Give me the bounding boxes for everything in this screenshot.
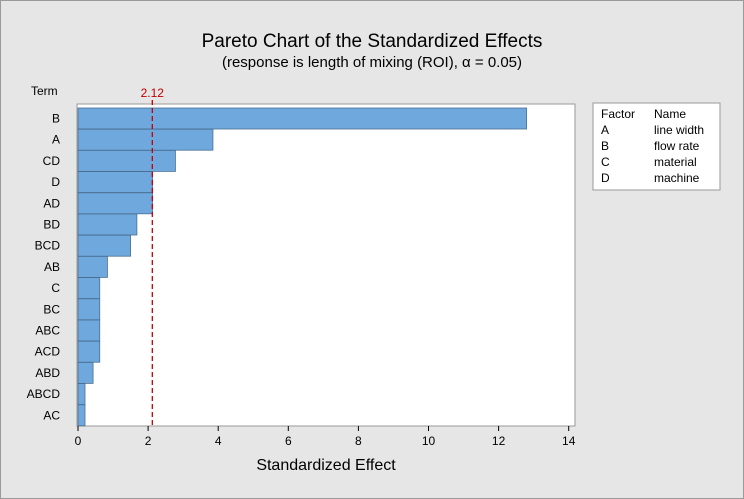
y-tick-label: A (52, 133, 60, 147)
bar-bc (77, 298, 101, 321)
significance-line-label: 2.12 (141, 86, 165, 100)
y-tick-label: D (51, 175, 60, 189)
bar-c (77, 277, 101, 300)
chart-title: Pareto Chart of the Standardized Effects (202, 31, 543, 52)
x-tick-label: 8 (355, 434, 362, 448)
legend-header-name: Name (654, 107, 686, 121)
bar-abc (77, 319, 101, 342)
y-tick-label: BD (43, 218, 60, 232)
y-tick-label: AC (43, 408, 60, 422)
bar-ad (77, 192, 154, 215)
x-tick-label: 12 (492, 434, 506, 448)
bar-a (77, 128, 214, 151)
y-axis-label: Term (31, 84, 58, 98)
x-tick-label: 14 (562, 434, 576, 448)
bar-ac (77, 404, 86, 427)
y-tick-label: ABC (35, 324, 60, 338)
bar-ab (77, 255, 108, 278)
legend-factor: A (601, 123, 609, 137)
legend-name: machine (654, 171, 700, 185)
legend-factor: C (601, 155, 610, 169)
y-tick-label: ABD (35, 366, 60, 380)
y-tick-label: AB (44, 260, 60, 274)
y-tick-label: BC (43, 302, 60, 316)
bar-bd (77, 213, 138, 236)
bar-abcd (77, 383, 86, 406)
x-axis-label: Standardized Effect (256, 457, 396, 474)
y-tick-label: B (52, 112, 60, 126)
legend-name: line width (654, 123, 704, 137)
bar-abd (77, 361, 94, 384)
x-tick-label: 4 (215, 434, 222, 448)
y-tick-label: ABCD (27, 387, 61, 401)
y-tick-label: BCD (35, 239, 61, 253)
bar-d (77, 171, 154, 194)
legend-name: flow rate (654, 139, 700, 153)
legend-factor: D (601, 171, 610, 185)
x-tick-label: 0 (75, 434, 82, 448)
y-tick-label: CD (43, 154, 61, 168)
legend: Factor Name A line width B flow rate C m… (592, 102, 721, 191)
y-tick-label: ACD (35, 345, 61, 359)
bar-b (77, 107, 528, 130)
legend-box (592, 102, 721, 191)
x-tick-label: 10 (422, 434, 436, 448)
y-tick-label: AD (43, 196, 60, 210)
bar-bcd (77, 234, 131, 257)
legend-header-factor: Factor (601, 107, 635, 121)
chart-subtitle: (response is length of mixing (ROI), α =… (222, 54, 522, 71)
x-tick-label: 6 (285, 434, 292, 448)
legend-factor: B (601, 139, 609, 153)
y-tick-label: C (51, 281, 60, 295)
bar-cd (77, 149, 176, 172)
bar-acd (77, 340, 101, 363)
x-tick-label: 2 (145, 434, 152, 448)
legend-name: material (654, 155, 697, 169)
